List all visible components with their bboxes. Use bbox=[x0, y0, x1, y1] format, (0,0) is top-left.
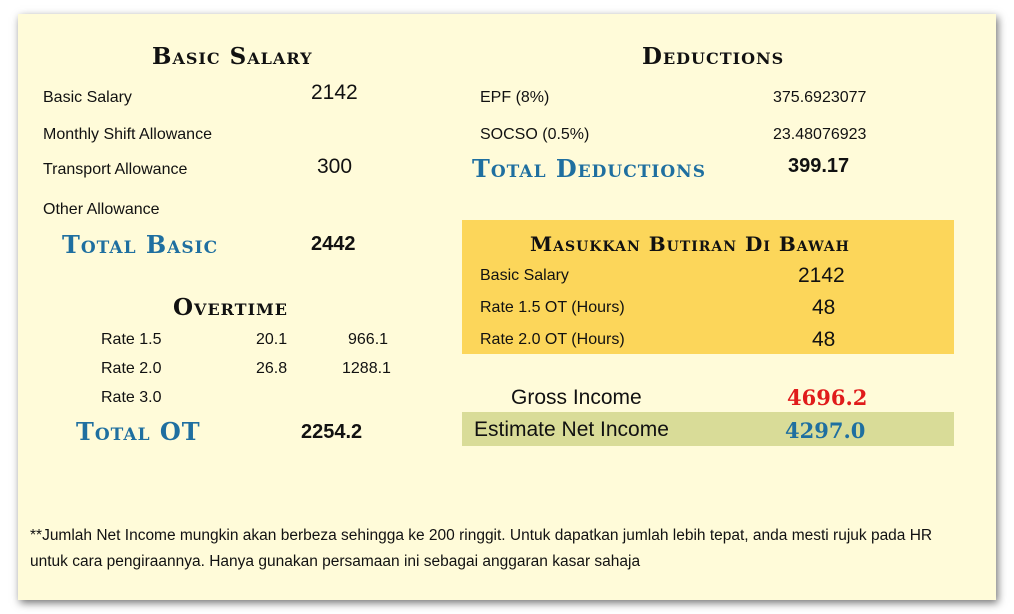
socso-label: SOCSO (0.5%) bbox=[480, 126, 590, 143]
basic-salary-label: Basic Salary bbox=[43, 89, 132, 106]
total-ot-value: 2254.2 bbox=[301, 421, 363, 443]
input-panel bbox=[462, 220, 954, 354]
input-ot-2-0-label: Rate 2.0 OT (Hours) bbox=[480, 331, 625, 348]
ot-rate-3-0-label: Rate 3.0 bbox=[101, 389, 162, 406]
disclaimer-note: **Jumlah Net Income mungkin akan berbeza… bbox=[30, 527, 933, 570]
total-deductions-label: Total Deductions bbox=[472, 154, 706, 183]
total-basic-value: 2442 bbox=[311, 233, 356, 255]
transport-allowance-value[interactable]: 300 bbox=[317, 155, 353, 178]
epf-value: 375.6923077 bbox=[773, 89, 867, 106]
net-income-row bbox=[462, 412, 954, 446]
ot-rate-2-0-label: Rate 2.0 bbox=[101, 360, 162, 377]
gross-income-label: Gross Income bbox=[511, 386, 642, 409]
basic-salary-value[interactable]: 2142 bbox=[311, 81, 358, 104]
ot-rate-1-5-label: Rate 1.5 bbox=[101, 331, 162, 348]
net-income-label: Estimate Net Income bbox=[474, 418, 669, 441]
overtime-heading: Overtime bbox=[173, 294, 288, 321]
deductions-heading: Deductions bbox=[642, 43, 785, 70]
input-ot-1-5-field[interactable]: 48 bbox=[812, 296, 836, 319]
ot-rate-1-5-rate: 20.1 bbox=[256, 331, 288, 348]
input-ot-1-5-label: Rate 1.5 OT (Hours) bbox=[480, 299, 625, 316]
net-income-value: 4297.0 bbox=[785, 418, 866, 443]
gross-income-value: 4696.2 bbox=[787, 385, 868, 410]
total-ot-label: Total OT bbox=[76, 417, 201, 446]
epf-label: EPF (8%) bbox=[480, 89, 550, 106]
ot-rate-2-0-amount: 1288.1 bbox=[342, 360, 391, 377]
ot-rate-2-0-rate: 26.8 bbox=[256, 360, 288, 377]
other-allowance-label: Other Allowance bbox=[43, 201, 160, 218]
shift-allowance-label: Monthly Shift Allowance bbox=[43, 126, 212, 143]
ot-rate-1-5-amount: 966.1 bbox=[348, 331, 389, 348]
input-basic-salary-field[interactable]: 2142 bbox=[798, 264, 845, 287]
input-basic-salary-label: Basic Salary bbox=[480, 267, 569, 284]
total-deductions-value: 399.17 bbox=[788, 155, 850, 177]
input-ot-2-0-field[interactable]: 48 bbox=[812, 328, 836, 351]
total-basic-label: Total Basic bbox=[62, 230, 219, 259]
basic-salary-heading: Basic Salary bbox=[152, 43, 313, 70]
transport-allowance-label: Transport Allowance bbox=[43, 161, 188, 178]
socso-value: 23.48076923 bbox=[773, 126, 867, 143]
input-panel-title: Masukkan Butiran Di Bawah bbox=[530, 232, 850, 256]
